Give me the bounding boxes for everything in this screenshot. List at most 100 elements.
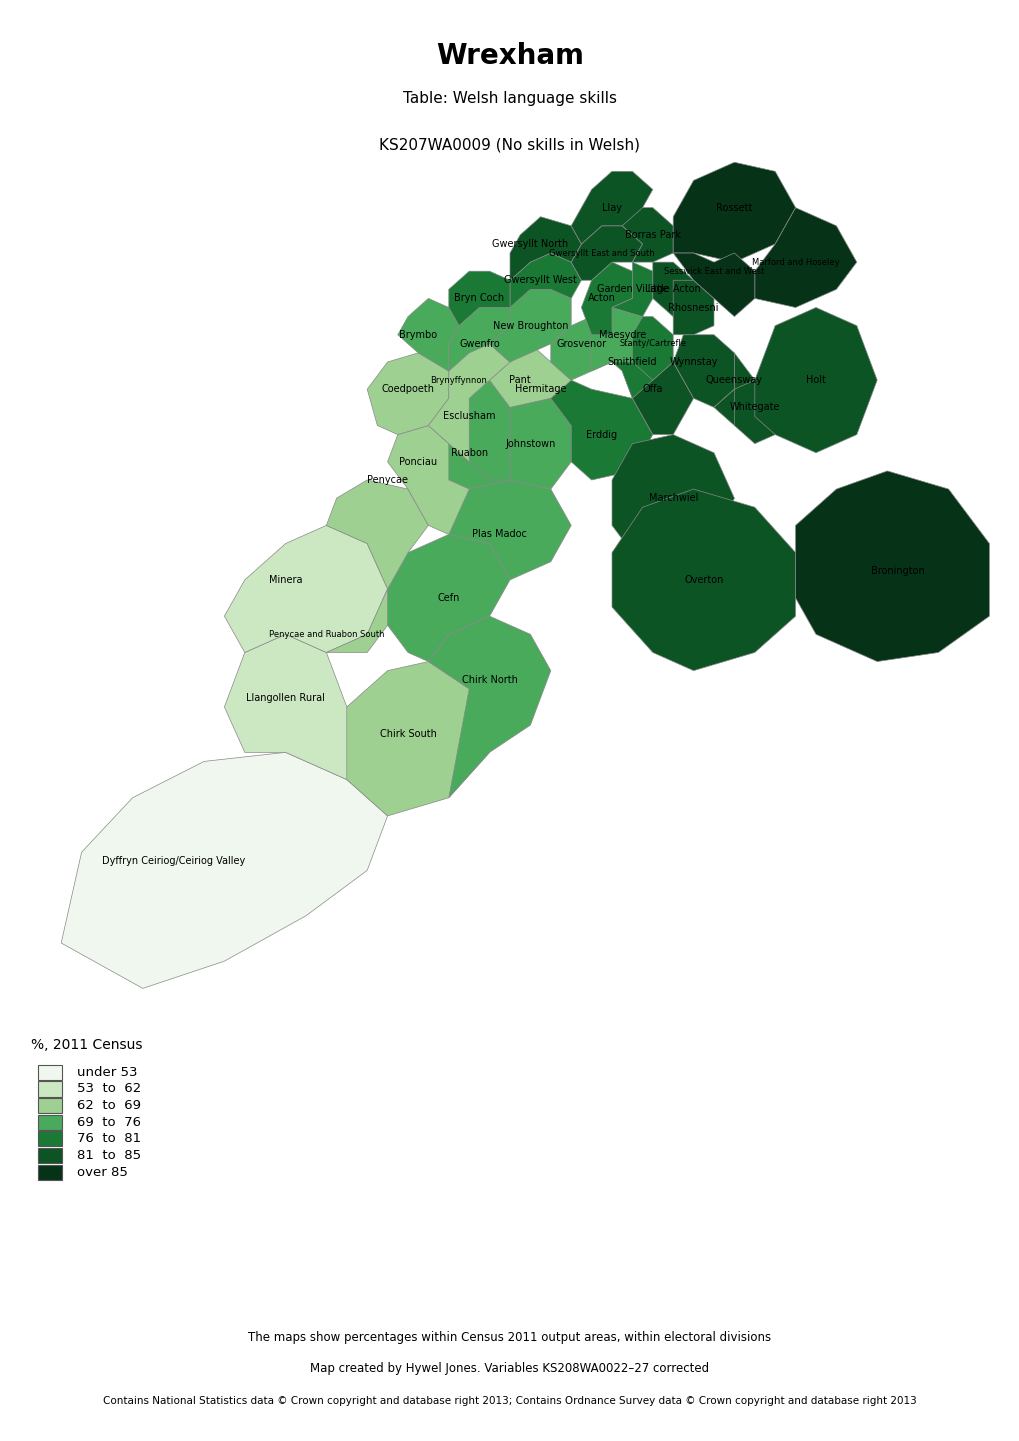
Polygon shape [510,362,571,425]
Bar [39,1115,61,1130]
Polygon shape [448,480,571,579]
Text: Offa: Offa [642,385,662,395]
Polygon shape [611,262,652,317]
Polygon shape [632,317,673,380]
Polygon shape [622,353,693,435]
Text: 69  to  76: 69 to 76 [77,1115,141,1128]
Polygon shape [510,380,571,488]
Text: Llay: Llay [601,203,622,213]
Text: KS207WA0009 (No skills in Welsh): KS207WA0009 (No skills in Welsh) [379,138,640,153]
Polygon shape [367,353,448,435]
Text: Sesswick East and West: Sesswick East and West [663,267,763,275]
Polygon shape [326,589,387,653]
Text: Table: Welsh language skills: Table: Welsh language skills [403,91,616,107]
Polygon shape [673,280,713,334]
Polygon shape [448,380,510,480]
Text: Whitegate: Whitegate [729,402,780,412]
Text: Ponciau: Ponciau [398,457,437,467]
Text: Grosvenor: Grosvenor [555,339,606,349]
Text: Smithfield: Smithfield [607,357,656,367]
Text: Ruabon: Ruabon [450,448,487,458]
Polygon shape [397,298,459,370]
Text: Map created by Hywel Jones. Variables KS208WA0022–27 corrected: Map created by Hywel Jones. Variables KS… [310,1362,709,1376]
Text: Penycae: Penycae [367,476,408,486]
Polygon shape [571,226,642,280]
Text: The maps show percentages within Census 2011 output areas, within electoral divi: The maps show percentages within Census … [249,1330,770,1344]
Polygon shape [550,380,652,480]
Text: 53  to  62: 53 to 62 [77,1082,142,1095]
Text: Coedpoeth: Coedpoeth [381,385,434,395]
Polygon shape [448,307,530,370]
Text: Bryn Coch: Bryn Coch [453,294,504,304]
Text: Wynnstay: Wynnstay [668,357,717,367]
Polygon shape [571,171,652,244]
Polygon shape [622,208,673,262]
Text: Queensway: Queensway [705,375,762,385]
Polygon shape [387,425,469,535]
Polygon shape [673,254,754,317]
Text: Chirk North: Chirk North [462,674,517,684]
Text: Llangollen Rural: Llangollen Rural [246,693,325,703]
Polygon shape [550,317,611,380]
Text: Gwersyllt West: Gwersyllt West [503,275,577,285]
Text: Bronington: Bronington [870,566,923,576]
Polygon shape [510,216,581,280]
Text: 62  to  69: 62 to 69 [77,1099,141,1112]
Text: New Broughton: New Broughton [492,321,568,330]
Polygon shape [428,617,550,798]
Text: 76  to  81: 76 to 81 [77,1133,141,1146]
Text: under 53: under 53 [77,1066,138,1079]
Bar [39,1065,61,1079]
Text: %, 2011 Census: %, 2011 Census [31,1038,142,1052]
Text: Johnstown: Johnstown [504,438,555,448]
Bar [39,1164,61,1180]
Text: Borras Park: Borras Park [625,231,680,239]
Text: Maesydre: Maesydre [598,330,645,340]
Polygon shape [489,290,571,362]
Text: Brymbo: Brymbo [398,330,437,340]
Polygon shape [754,208,856,307]
Polygon shape [795,471,988,661]
Polygon shape [754,307,876,452]
Text: 81  to  85: 81 to 85 [77,1148,141,1161]
Text: Acton: Acton [587,294,615,304]
Text: Holt: Holt [805,375,825,385]
Text: Minera: Minera [269,575,302,585]
Polygon shape [510,254,581,307]
Text: Garden Village: Garden Village [596,284,667,294]
Polygon shape [61,752,387,989]
Text: Stanty/Cartrefle: Stanty/Cartrefle [619,339,686,349]
Bar [39,1098,61,1112]
Text: Erddig: Erddig [586,429,616,440]
Polygon shape [428,398,530,488]
Text: Marford and Hoseley: Marford and Hoseley [751,258,839,267]
Text: Pant: Pant [508,375,531,385]
Text: Marchwiel: Marchwiel [648,493,697,503]
Polygon shape [326,480,428,589]
Polygon shape [448,271,510,326]
Text: Little Acton: Little Acton [645,284,700,294]
Text: Gwersyllt East and South: Gwersyllt East and South [548,248,654,258]
Text: Gwenfro: Gwenfro [459,339,499,349]
Text: Gwersyllt North: Gwersyllt North [492,239,568,249]
Bar [39,1148,61,1163]
Polygon shape [581,262,632,334]
Polygon shape [224,526,387,653]
Polygon shape [652,262,693,317]
Text: Rhosnesni: Rhosnesni [667,303,718,313]
Polygon shape [489,344,571,408]
Polygon shape [734,380,774,444]
Polygon shape [611,488,795,670]
Text: Wrexham: Wrexham [435,42,584,69]
Text: over 85: over 85 [77,1166,127,1179]
Text: Brynyffynnon: Brynyffynnon [430,376,487,385]
Text: Penycae and Ruabon South: Penycae and Ruabon South [268,630,384,638]
Text: Plas Madoc: Plas Madoc [472,529,527,539]
Polygon shape [326,661,489,816]
Polygon shape [387,535,510,661]
Text: Esclusham: Esclusham [442,412,495,421]
Polygon shape [428,344,510,461]
Polygon shape [611,344,673,398]
Polygon shape [591,307,652,370]
Text: Chirk South: Chirk South [379,729,436,739]
